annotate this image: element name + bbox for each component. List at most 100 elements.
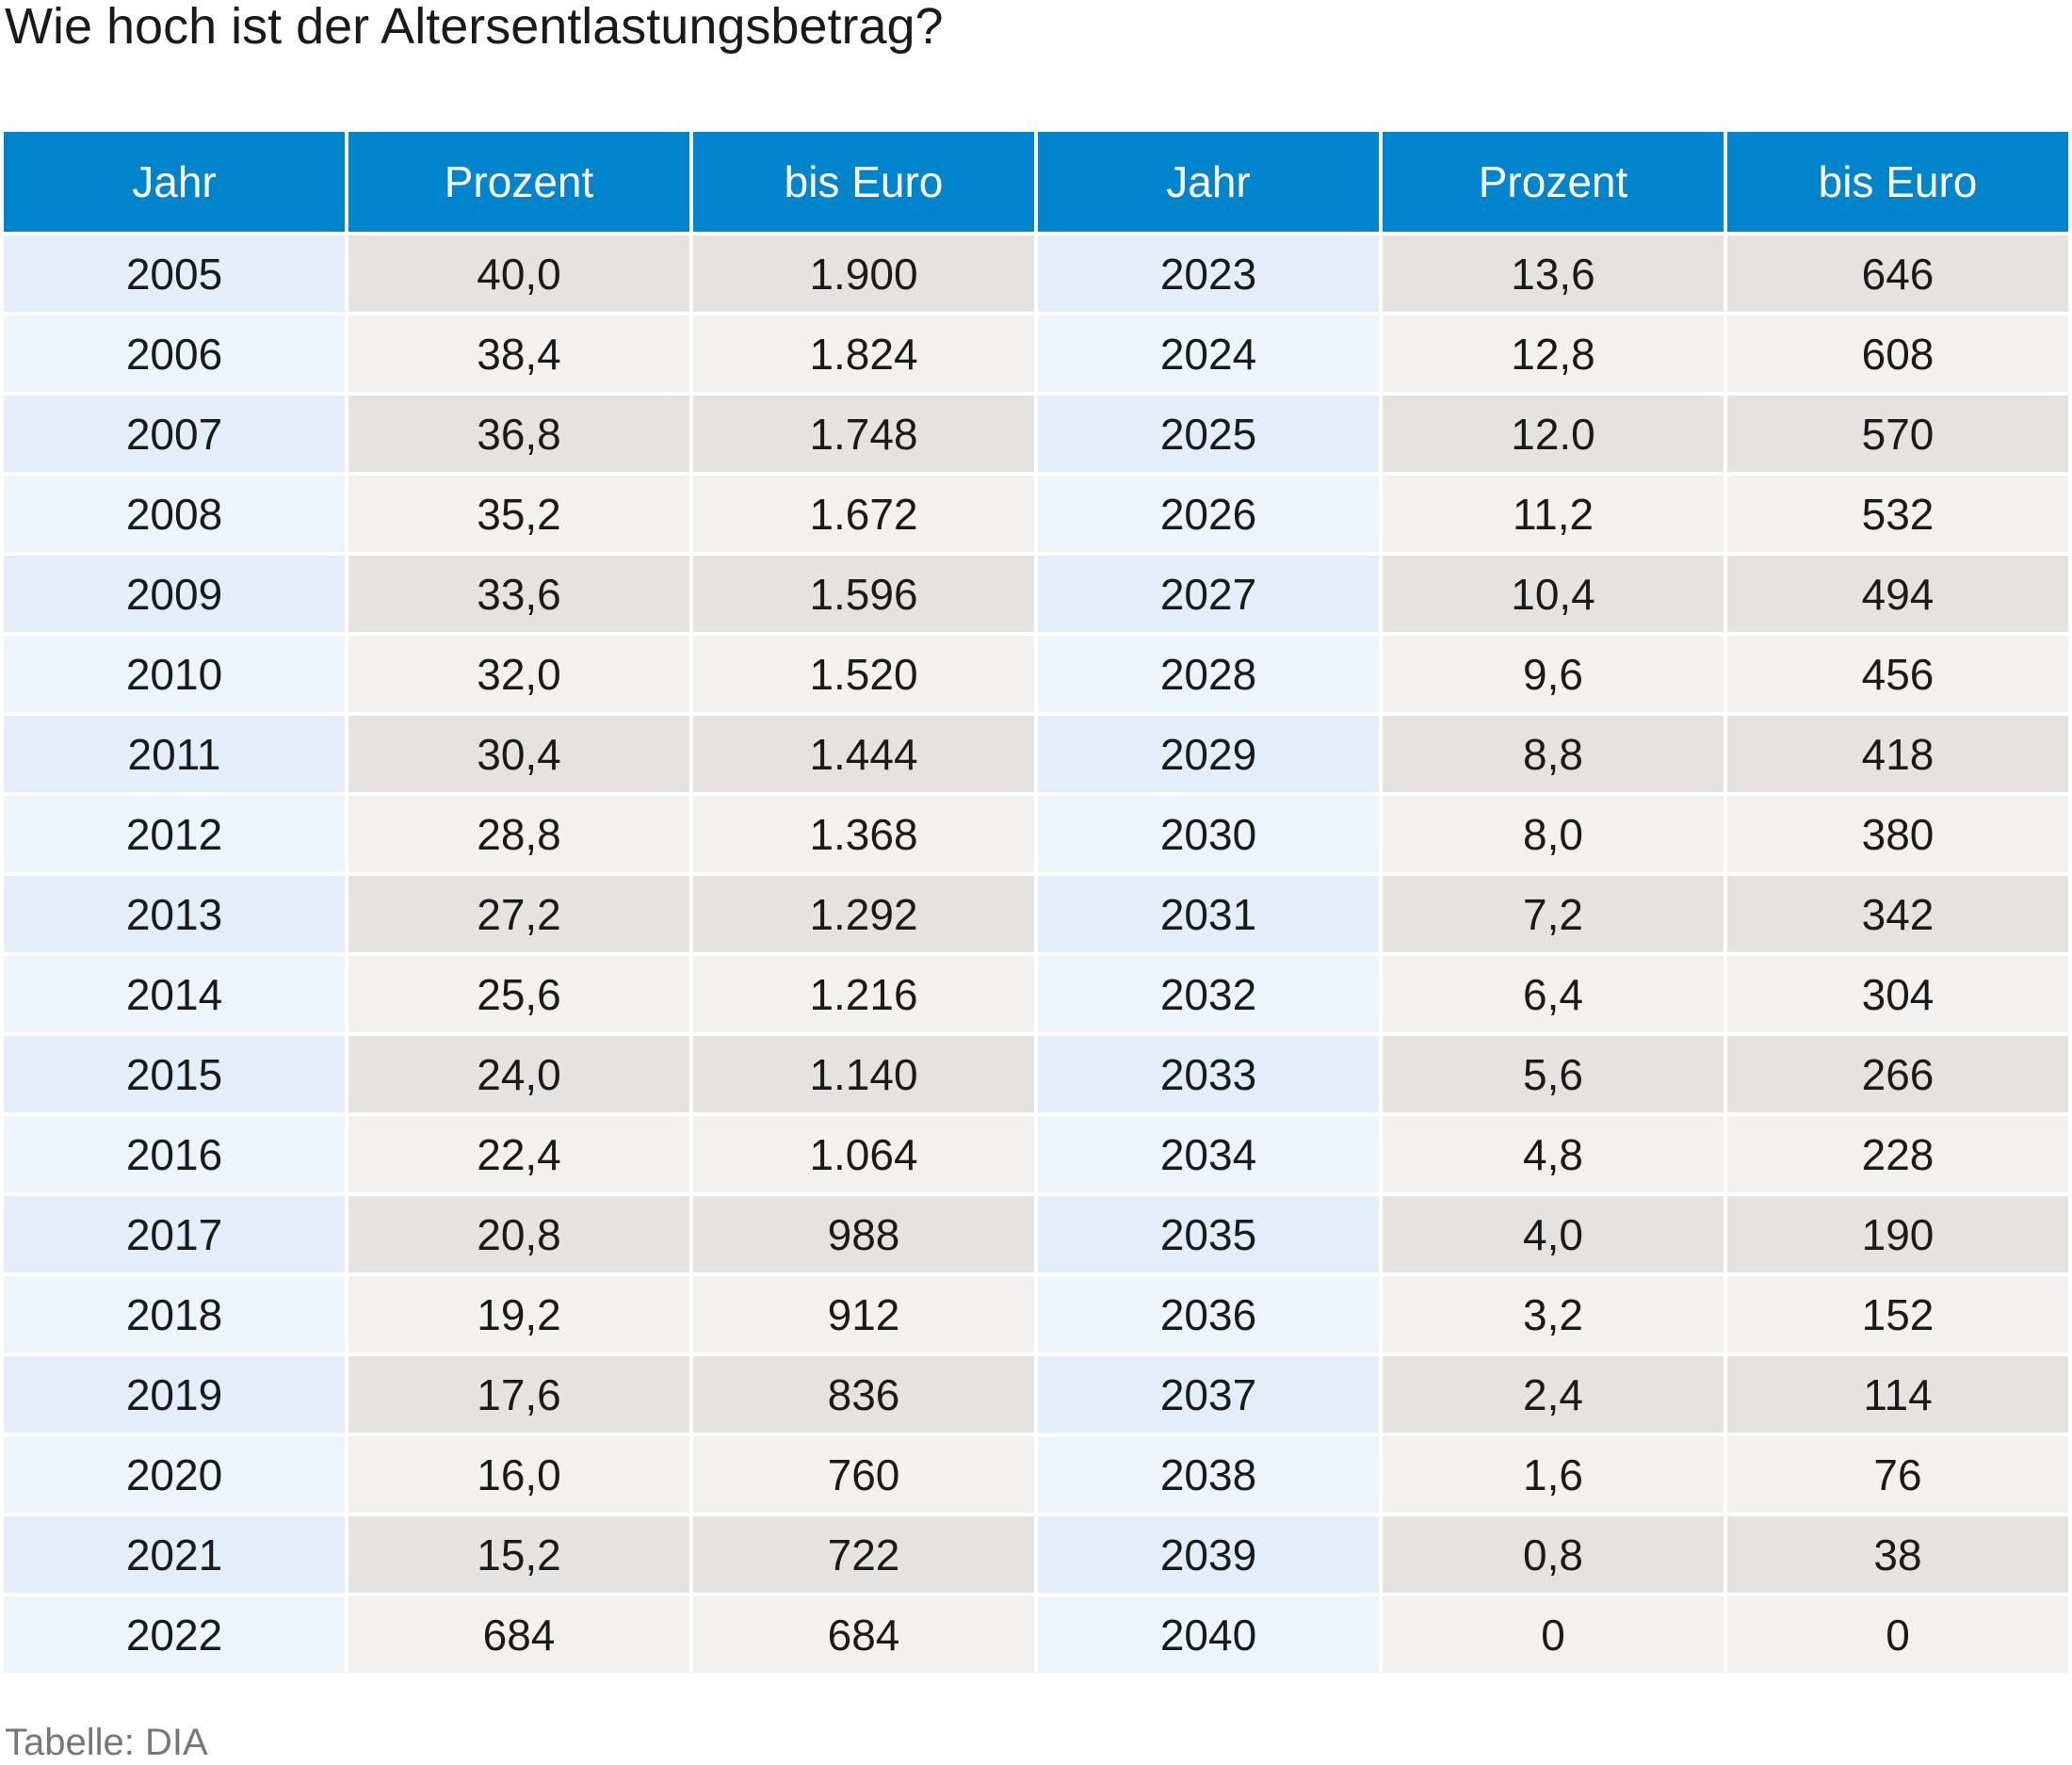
cell-percent: 16,0 <box>348 1436 689 1513</box>
cell-percent: 38,4 <box>348 316 689 392</box>
cell-year: 2029 <box>1038 716 1379 792</box>
cell-percent: 11,2 <box>1383 476 1724 552</box>
cell-percent: 40,0 <box>348 235 689 312</box>
cell-max-euro: 1.748 <box>693 396 1034 472</box>
cell-percent: 8,0 <box>1383 796 1724 872</box>
cell-max-euro: 0 <box>1727 1596 2068 1673</box>
cell-percent: 0 <box>1383 1596 1724 1673</box>
cell-year: 2038 <box>1038 1436 1379 1513</box>
cell-max-euro: 1.672 <box>693 476 1034 552</box>
cell-year: 2011 <box>4 716 345 792</box>
column-header-percent: Prozent <box>348 132 689 232</box>
cell-percent: 3,2 <box>1383 1276 1724 1352</box>
cell-percent: 15,2 <box>348 1516 689 1593</box>
cell-year: 2007 <box>4 396 345 472</box>
cell-max-euro: 1.216 <box>693 956 1034 1032</box>
cell-percent: 28,8 <box>348 796 689 872</box>
cell-year: 2032 <box>1038 956 1379 1032</box>
cell-max-euro: 456 <box>1727 636 2068 712</box>
cell-max-euro: 38 <box>1727 1516 2068 1593</box>
cell-percent: 12,8 <box>1383 316 1724 392</box>
cell-year: 2022 <box>4 1596 345 1673</box>
cell-percent: 20,8 <box>348 1196 689 1272</box>
column-header-year: Jahr <box>1038 132 1379 232</box>
cell-percent: 19,2 <box>348 1276 689 1352</box>
cell-year: 2030 <box>1038 796 1379 872</box>
cell-percent: 35,2 <box>348 476 689 552</box>
cell-max-euro: 1.064 <box>693 1116 1034 1192</box>
cell-max-euro: 684 <box>693 1596 1034 1673</box>
cell-max-euro: 1.368 <box>693 796 1034 872</box>
cell-year: 2014 <box>4 956 345 1032</box>
cell-max-euro: 1.596 <box>693 556 1034 632</box>
cell-percent: 33,6 <box>348 556 689 632</box>
cell-max-euro: 912 <box>693 1276 1034 1352</box>
cell-year: 2020 <box>4 1436 345 1513</box>
cell-percent: 9,6 <box>1383 636 1724 712</box>
cell-max-euro: 722 <box>693 1516 1034 1593</box>
cell-percent: 0,8 <box>1383 1516 1724 1593</box>
source-note: Tabelle: DIA <box>5 1722 208 1763</box>
cell-max-euro: 760 <box>693 1436 1034 1513</box>
cell-percent: 32,0 <box>348 636 689 712</box>
cell-max-euro: 1.824 <box>693 316 1034 392</box>
cell-year: 2040 <box>1038 1596 1379 1673</box>
cell-percent: 25,6 <box>348 956 689 1032</box>
cell-max-euro: 1.900 <box>693 235 1034 312</box>
cell-year: 2016 <box>4 1116 345 1192</box>
cell-max-euro: 228 <box>1727 1116 2068 1192</box>
cell-percent: 2,4 <box>1383 1356 1724 1433</box>
cell-max-euro: 608 <box>1727 316 2068 392</box>
cell-max-euro: 1.444 <box>693 716 1034 792</box>
cell-year: 2031 <box>1038 876 1379 952</box>
cell-year: 2008 <box>4 476 345 552</box>
cell-year: 2024 <box>1038 316 1379 392</box>
cell-max-euro: 418 <box>1727 716 2068 792</box>
cell-max-euro: 342 <box>1727 876 2068 952</box>
cell-year: 2010 <box>4 636 345 712</box>
cell-percent: 13,6 <box>1383 235 1724 312</box>
cell-year: 2027 <box>1038 556 1379 632</box>
column-header-max-euro: bis Euro <box>1727 132 2068 232</box>
cell-max-euro: 570 <box>1727 396 2068 472</box>
cell-max-euro: 304 <box>1727 956 2068 1032</box>
cell-year: 2028 <box>1038 636 1379 712</box>
cell-year: 2037 <box>1038 1356 1379 1433</box>
cell-year: 2006 <box>4 316 345 392</box>
cell-max-euro: 1.292 <box>693 876 1034 952</box>
cell-year: 2023 <box>1038 235 1379 312</box>
cell-max-euro: 1.520 <box>693 636 1034 712</box>
cell-max-euro: 988 <box>693 1196 1034 1272</box>
cell-year: 2039 <box>1038 1516 1379 1593</box>
cell-year: 2019 <box>4 1356 345 1433</box>
cell-year: 2025 <box>1038 396 1379 472</box>
cell-year: 2036 <box>1038 1276 1379 1352</box>
cell-percent: 36,8 <box>348 396 689 472</box>
cell-year: 2026 <box>1038 476 1379 552</box>
cell-max-euro: 114 <box>1727 1356 2068 1433</box>
cell-percent: 4,0 <box>1383 1196 1724 1272</box>
cell-max-euro: 646 <box>1727 235 2068 312</box>
data-table: Jahr Prozent bis Euro Jahr Prozent bis E… <box>4 132 2068 1676</box>
cell-percent: 6,4 <box>1383 956 1724 1032</box>
cell-year: 2021 <box>4 1516 345 1593</box>
cell-year: 2013 <box>4 876 345 952</box>
cell-year: 2015 <box>4 1036 345 1112</box>
cell-max-euro: 494 <box>1727 556 2068 632</box>
cell-max-euro: 532 <box>1727 476 2068 552</box>
cell-year: 2012 <box>4 796 345 872</box>
cell-year: 2018 <box>4 1276 345 1352</box>
cell-percent: 8,8 <box>1383 716 1724 792</box>
cell-percent: 27,2 <box>348 876 689 952</box>
cell-year: 2033 <box>1038 1036 1379 1112</box>
column-header-percent: Prozent <box>1383 132 1724 232</box>
column-header-year: Jahr <box>4 132 345 232</box>
cell-percent: 10,4 <box>1383 556 1724 632</box>
cell-max-euro: 266 <box>1727 1036 2068 1112</box>
cell-max-euro: 1.140 <box>693 1036 1034 1112</box>
cell-max-euro: 190 <box>1727 1196 2068 1272</box>
cell-max-euro: 76 <box>1727 1436 2068 1513</box>
cell-year: 2017 <box>4 1196 345 1272</box>
cell-percent: 24,0 <box>348 1036 689 1112</box>
cell-year: 2005 <box>4 235 345 312</box>
